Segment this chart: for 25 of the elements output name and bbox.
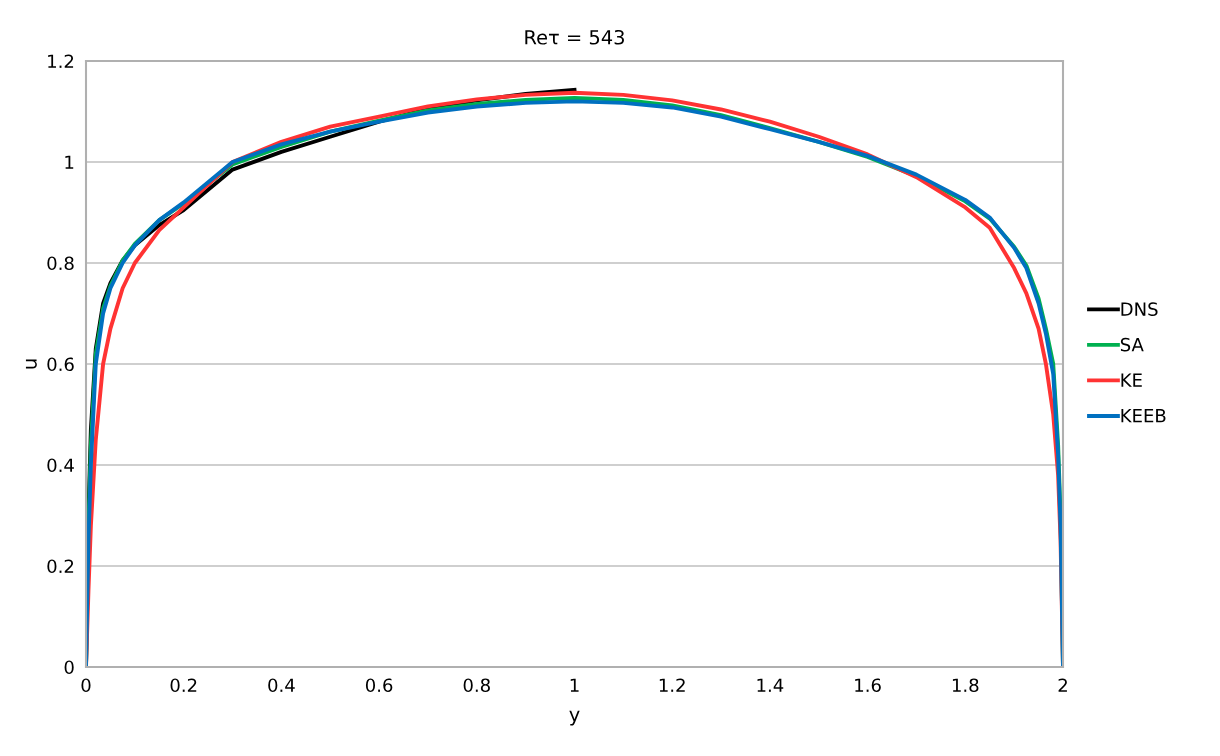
legend-label: KE: [1121, 373, 1142, 387]
x-tick-label: 0.2: [170, 678, 197, 693]
x-tick-label: 0.4: [268, 678, 295, 693]
legend-label: SA: [1120, 337, 1144, 352]
y-tick-label: 0.4: [47, 458, 74, 473]
y-tick-label: 0.2: [47, 559, 74, 574]
y-tick-label: 1: [65, 155, 74, 169]
y-tick-label: 0.6: [47, 357, 74, 372]
x-tick-label: 2: [1058, 678, 1067, 692]
chart-title: Reτ = 543: [525, 29, 624, 45]
x-tick-label: 1.4: [757, 678, 784, 692]
y-tick-label: 0: [64, 660, 74, 675]
legend-label: KEEB: [1121, 409, 1166, 423]
x-tick-label: 0.6: [365, 678, 393, 693]
x-tick-label: 1.6: [855, 678, 881, 693]
x-tick-label: 1.2: [659, 678, 685, 692]
y-tick-label: 1.2: [48, 54, 74, 68]
y-axis-title: u: [25, 359, 37, 369]
x-tick-label: 0.8: [463, 678, 490, 693]
x-tick-label: 0: [81, 678, 91, 693]
x-tick-label: 1.8: [952, 678, 979, 693]
x-tick-label: 1: [570, 678, 579, 692]
y-tick-label: 0.8: [47, 256, 74, 271]
x-axis-title: y: [569, 710, 580, 726]
legend-label: DNS: [1121, 302, 1158, 316]
